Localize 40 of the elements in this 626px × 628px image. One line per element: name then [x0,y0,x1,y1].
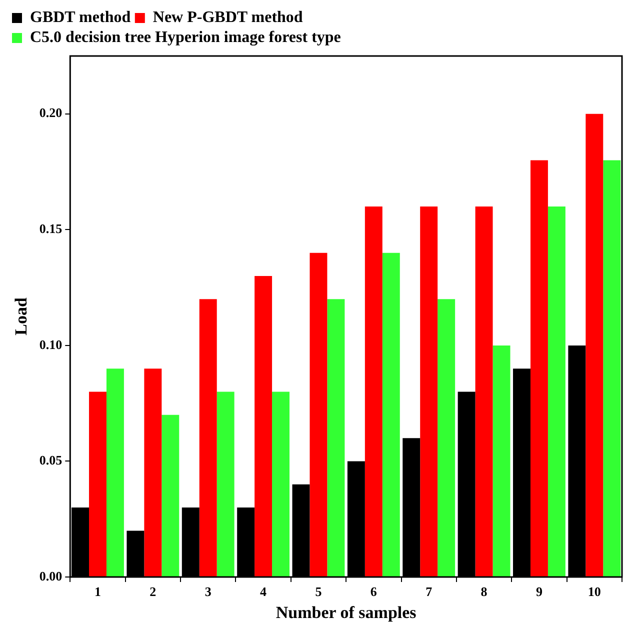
x-tick-label: 2 [150,584,156,600]
bar [272,392,290,576]
bar [382,252,400,576]
x-tick-label: 6 [370,584,378,600]
y-tick-label: 0.00 [39,568,62,584]
x-tick-label: 1 [94,584,101,600]
y-tick-label: 0.20 [39,105,62,120]
bar [254,276,272,576]
legend-label: GBDT method [30,9,131,26]
bar [199,299,217,576]
y-tick-label: 0.05 [39,452,63,468]
bar [603,160,621,576]
bar [106,368,124,576]
bar [420,206,438,576]
bar [586,114,604,576]
x-tick-label: 7 [426,584,433,600]
bar [438,299,456,576]
x-tick-label: 4 [260,584,268,600]
bar [89,392,106,576]
x-tick-label: 9 [536,584,543,600]
x-tick-label: 8 [480,584,488,600]
legend-label: New P-GBDT method [152,9,303,26]
y-axis-title: Load [12,297,31,336]
bar [216,392,234,576]
y-tick-label: 0.15 [39,221,63,236]
y-tick-label: 0.10 [39,336,62,352]
bar [310,252,328,576]
bar [492,345,510,576]
bar [327,299,345,576]
x-axis-title: Number of samples [276,603,417,622]
bar [475,206,493,576]
bar [364,206,382,576]
x-tick-label: 5 [315,584,322,600]
bar [548,206,566,576]
bar [530,160,548,576]
x-tick-label: 3 [204,584,212,600]
x-tick-label: 10 [588,584,601,600]
bar [144,368,162,576]
legend-label: C5.0 decision tree Hyperion image forest type [30,29,341,46]
bar [162,414,180,576]
